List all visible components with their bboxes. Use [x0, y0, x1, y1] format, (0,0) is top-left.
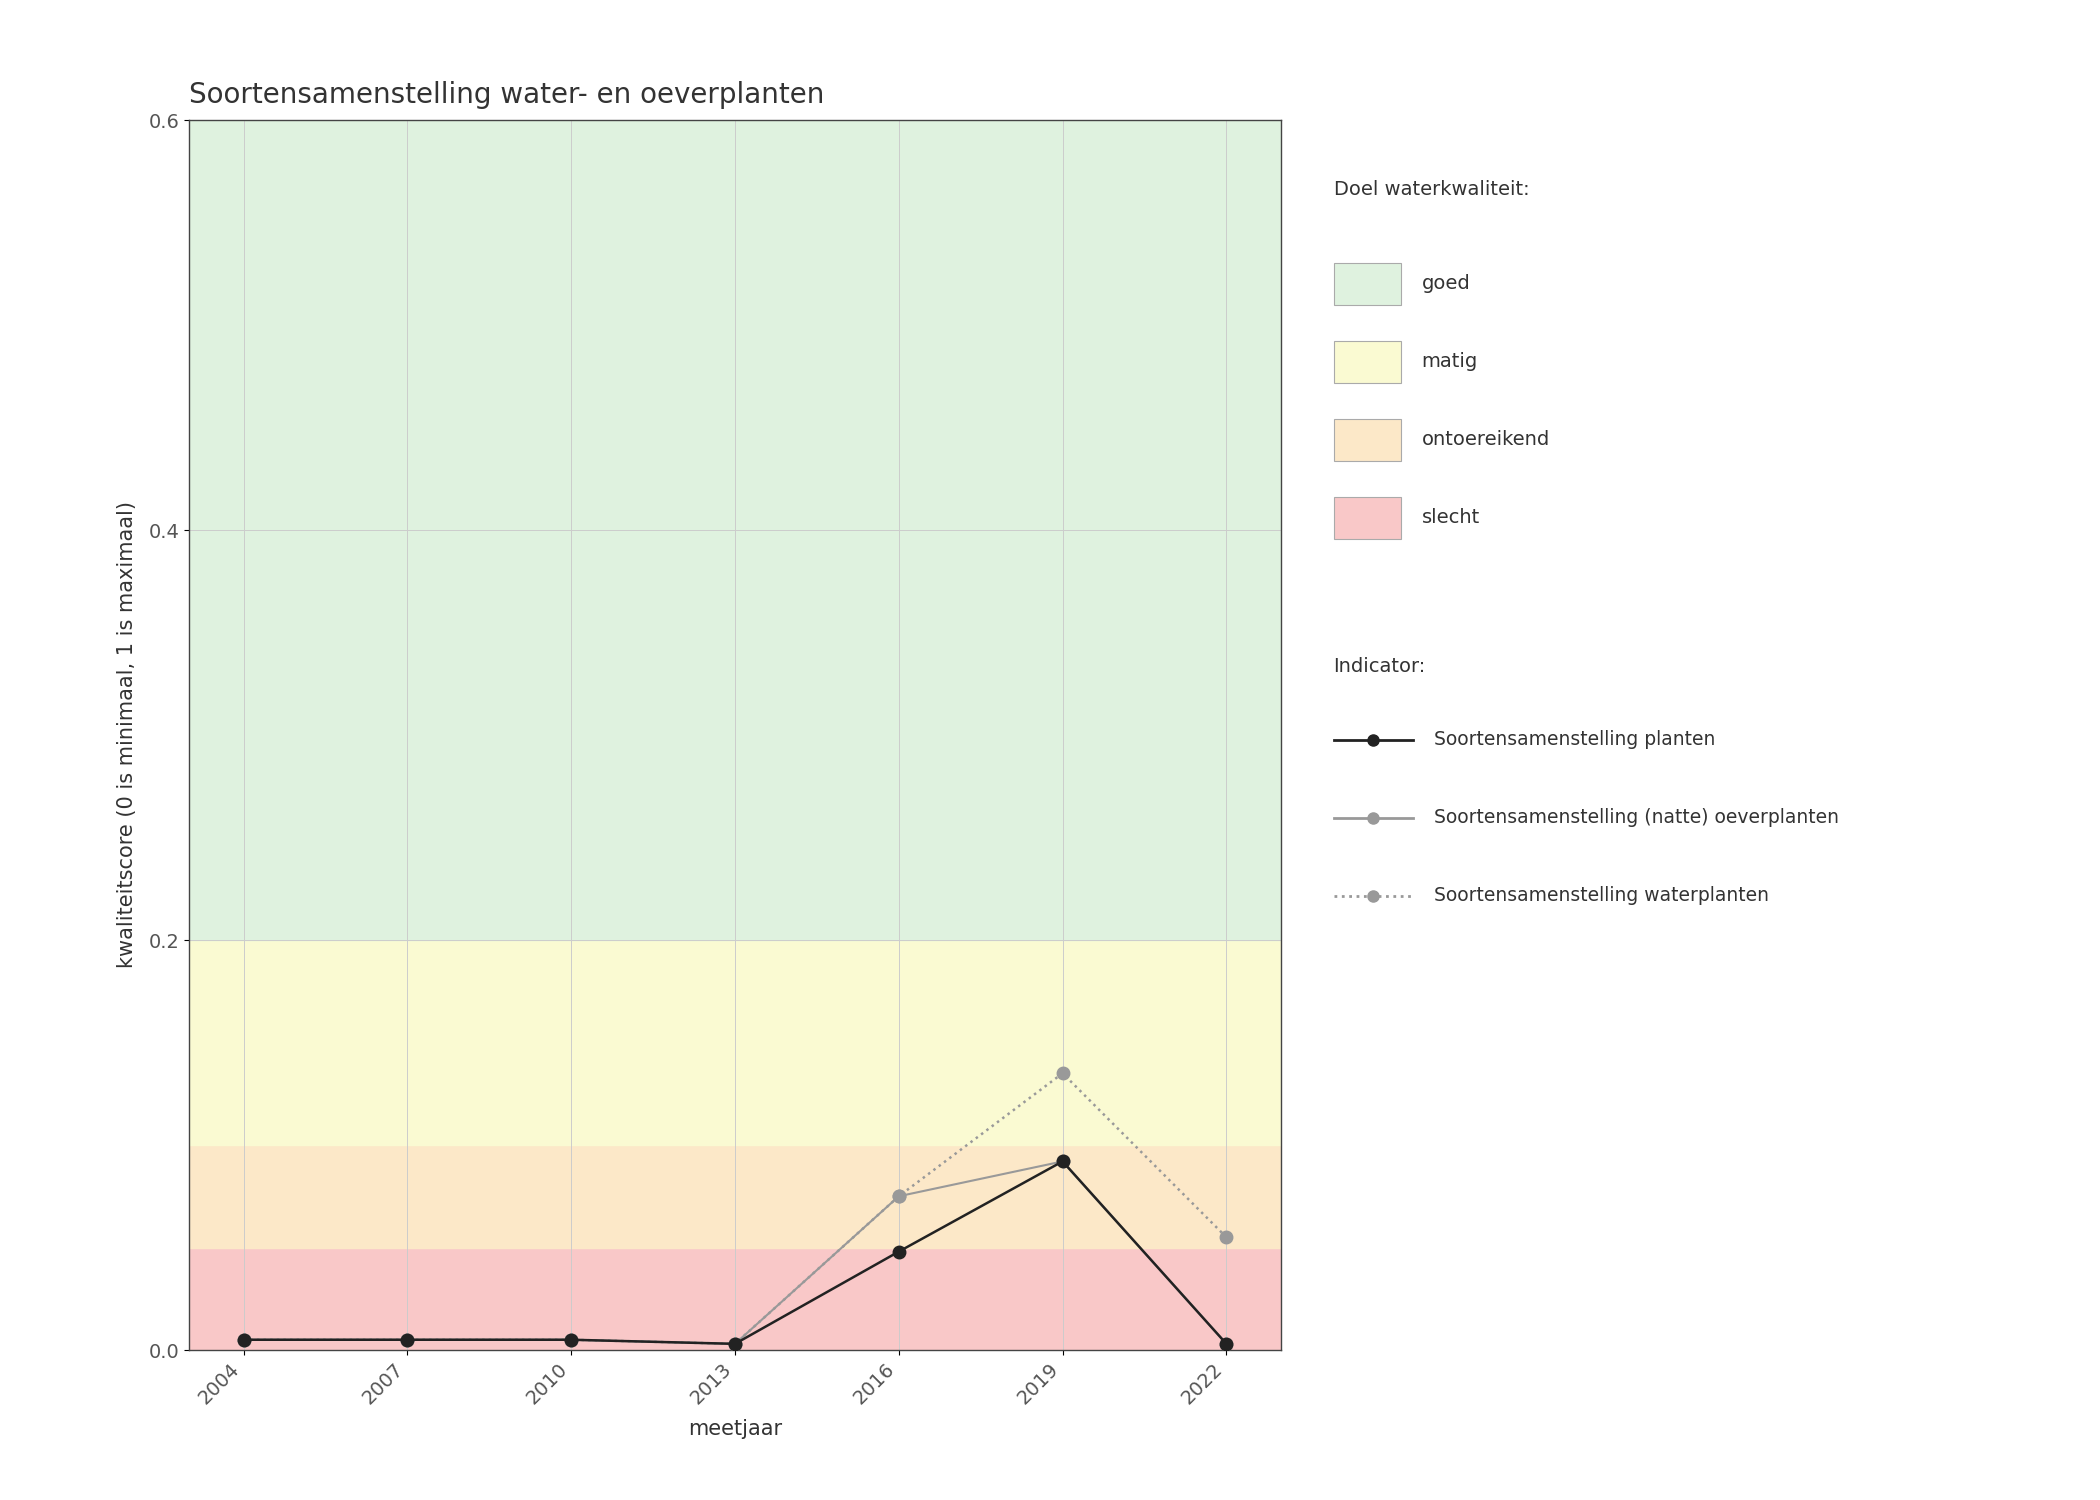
Text: ontoereikend: ontoereikend — [1422, 430, 1550, 448]
Text: goed: goed — [1422, 274, 1470, 292]
Text: Doel waterkwaliteit:: Doel waterkwaliteit: — [1334, 180, 1529, 200]
X-axis label: meetjaar: meetjaar — [689, 1419, 781, 1438]
Text: slecht: slecht — [1422, 509, 1480, 526]
Text: Soortensamenstelling planten: Soortensamenstelling planten — [1434, 730, 1716, 748]
Bar — [189, 1248, 1281, 1350]
Bar — [189, 940, 1281, 1144]
Text: Soortensamenstelling (natte) oeverplanten: Soortensamenstelling (natte) oeverplante… — [1434, 808, 1840, 826]
Bar — [189, 1144, 1281, 1248]
Text: Soortensamenstelling water- en oeverplanten: Soortensamenstelling water- en oeverplan… — [189, 81, 825, 110]
Text: matig: matig — [1422, 352, 1478, 370]
Text: Soortensamenstelling waterplanten: Soortensamenstelling waterplanten — [1434, 886, 1770, 904]
Y-axis label: kwaliteitscore (0 is minimaal, 1 is maximaal): kwaliteitscore (0 is minimaal, 1 is maxi… — [118, 501, 136, 969]
Bar — [189, 120, 1281, 941]
Text: Indicator:: Indicator: — [1334, 657, 1426, 676]
